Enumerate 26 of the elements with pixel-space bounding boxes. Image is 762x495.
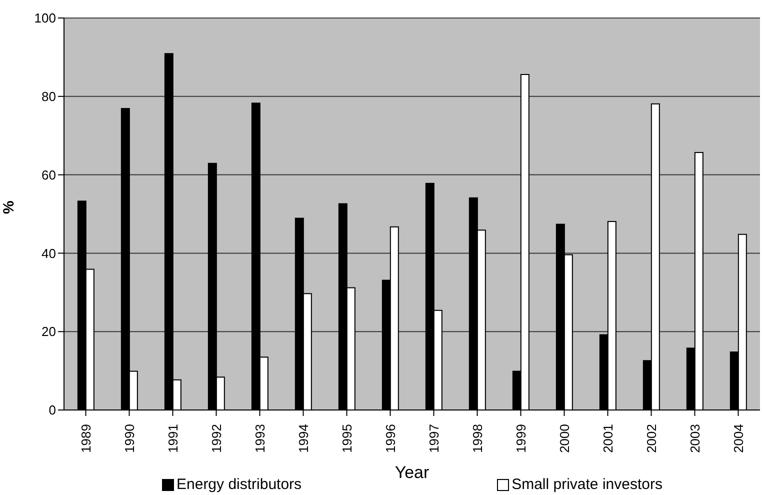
x-tick-label: 1992 bbox=[208, 424, 224, 453]
y-axis-title: % bbox=[0, 200, 18, 214]
x-tick-label: 1991 bbox=[165, 424, 180, 453]
x-tick-label: 1994 bbox=[296, 424, 311, 453]
y-tick-label: 100 bbox=[34, 10, 56, 26]
y-tick-label: 0 bbox=[48, 402, 56, 418]
x-tick-label: 2003 bbox=[687, 424, 702, 453]
x-tick-label: 1989 bbox=[78, 424, 94, 453]
x-tick-label: 2002 bbox=[644, 424, 659, 453]
legend-label: Energy distributors bbox=[176, 476, 302, 493]
legend-label: Small private investors bbox=[510, 476, 662, 493]
x-tick-label: 2004 bbox=[730, 424, 746, 453]
x-tick-label: 1997 bbox=[426, 424, 442, 453]
x-axis-title: Year bbox=[394, 463, 430, 482]
x-tick-label: 1995 bbox=[339, 424, 354, 453]
x-tick-label: 1996 bbox=[382, 424, 398, 453]
y-tick-label: 60 bbox=[42, 167, 56, 182]
y-tick-label: 40 bbox=[42, 246, 56, 261]
x-tick-label: 2000 bbox=[556, 424, 572, 453]
y-tick-label: 20 bbox=[42, 324, 56, 340]
x-tick-label: 1993 bbox=[252, 424, 268, 453]
x-tick-label: 1998 bbox=[470, 424, 485, 453]
x-tick-label: 1999 bbox=[513, 424, 528, 453]
x-tick-label: 1990 bbox=[122, 424, 137, 453]
y-tick-label: 80 bbox=[42, 89, 56, 104]
x-tick-label: 2001 bbox=[600, 424, 616, 453]
